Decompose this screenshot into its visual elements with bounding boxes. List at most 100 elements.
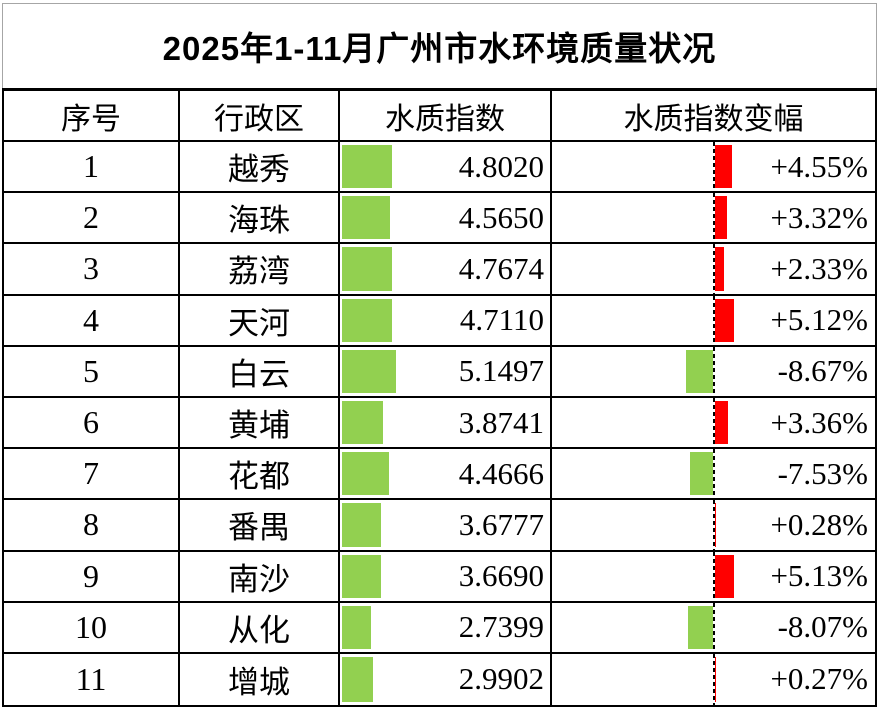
change-axis-line — [713, 653, 715, 706]
wqi-data-bar — [342, 452, 389, 496]
wqi-cell: 2.7399 — [340, 602, 552, 652]
change-value: +3.36% — [770, 404, 868, 440]
wqi-data-bar — [342, 298, 392, 342]
table-row: 5 白云 5.1497 -8.67% — [4, 346, 875, 398]
wqi-cell: 4.7674 — [340, 244, 552, 294]
district-cell: 番禺 — [180, 500, 340, 550]
wqi-data-bar — [342, 196, 390, 240]
data-table: 序号 行政区 水质指数 水质指数变幅 1 越秀 4.8020 +4.55% 2 … — [2, 88, 877, 707]
district-cell: 增城 — [180, 653, 340, 706]
wqi-value: 5.1497 — [458, 353, 544, 389]
change-axis-line — [713, 397, 715, 448]
district-cell: 从化 — [180, 602, 340, 652]
wqi-cell: 3.6777 — [340, 500, 552, 550]
row-number-cell: 4 — [4, 295, 180, 345]
wqi-data-bar — [342, 605, 371, 649]
change-cell: +4.55% — [552, 142, 875, 192]
wqi-value: 4.4666 — [458, 455, 544, 491]
table-row: 4 天河 4.7110 +5.12% — [4, 295, 875, 347]
change-axis-line — [713, 142, 715, 192]
table-row: 9 南沙 3.6690 +5.13% — [4, 551, 875, 603]
report-title: 2025年1-11月广州市水环境质量状况 — [2, 3, 877, 88]
row-number-cell: 2 — [4, 193, 180, 243]
change-axis-line — [713, 346, 715, 396]
wqi-value: 3.6777 — [458, 506, 544, 542]
change-cell: +5.13% — [552, 551, 875, 601]
wqi-value: 3.8741 — [458, 404, 544, 440]
table-row: 1 越秀 4.8020 +4.55% — [4, 142, 875, 194]
change-value: -7.53% — [777, 455, 868, 491]
wqi-value: 4.7674 — [458, 250, 544, 286]
water-quality-report: 2025年1-11月广州市水环境质量状况 序号 行政区 水质指数 水质指数变幅 … — [2, 3, 877, 707]
header-wqi-change: 水质指数变幅 — [623, 102, 804, 136]
wqi-cell: 4.8020 — [340, 142, 552, 192]
district-cell: 越秀 — [180, 142, 340, 192]
wqi-cell: 4.7110 — [340, 295, 552, 345]
wqi-cell: 3.6690 — [340, 551, 552, 601]
table-row: 7 花都 4.4666 -7.53% — [4, 449, 875, 501]
wqi-data-bar — [342, 656, 374, 703]
change-cell: +2.33% — [552, 244, 875, 294]
change-axis-line — [713, 193, 715, 243]
wqi-data-bar — [342, 400, 383, 445]
change-axis-line — [713, 551, 715, 601]
header-index-no: 序号 — [4, 91, 180, 140]
district-cell: 白云 — [180, 346, 340, 396]
row-number-cell: 5 — [4, 346, 180, 396]
wqi-data-bar — [342, 247, 393, 291]
change-cell: +0.27% — [552, 653, 875, 706]
change-value: +5.13% — [770, 558, 868, 594]
district-cell: 南沙 — [180, 551, 340, 601]
change-data-bar — [715, 247, 724, 291]
header-wqi: 水质指数 — [340, 91, 552, 140]
change-data-bar — [686, 349, 713, 393]
row-number-cell: 11 — [4, 653, 180, 706]
change-axis-line — [713, 449, 715, 499]
district-cell: 天河 — [180, 295, 340, 345]
wqi-value: 4.8020 — [458, 148, 544, 184]
change-data-bar — [715, 400, 728, 445]
table-row: 8 番禺 3.6777 +0.28% — [4, 500, 875, 552]
wqi-value: 3.6690 — [458, 558, 544, 594]
table-row: 6 黄埔 3.8741 +3.36% — [4, 397, 875, 450]
row-number-cell: 7 — [4, 449, 180, 499]
row-number-cell: 1 — [4, 142, 180, 192]
change-axis-line — [713, 602, 715, 652]
change-cell: +5.12% — [552, 295, 875, 345]
wqi-value: 4.7110 — [459, 302, 544, 338]
change-data-bar — [689, 452, 713, 496]
change-value: -8.67% — [777, 353, 868, 389]
table-row: 3 荔湾 4.7674 +2.33% — [4, 244, 875, 296]
wqi-cell: 5.1497 — [340, 346, 552, 396]
table-row: 11 增城 2.9902 +0.27% — [4, 653, 875, 706]
wqi-value: 2.9902 — [458, 661, 544, 697]
district-cell: 海珠 — [180, 193, 340, 243]
district-cell: 花都 — [180, 449, 340, 499]
table-body: 1 越秀 4.8020 +4.55% 2 海珠 4.5650 +3.32% 3 … — [4, 142, 875, 706]
wqi-cell: 2.9902 — [340, 653, 552, 706]
table-row: 2 海珠 4.5650 +3.32% — [4, 193, 875, 245]
row-number-cell: 9 — [4, 551, 180, 601]
row-number-cell: 3 — [4, 244, 180, 294]
change-data-bar — [688, 605, 713, 649]
change-value: +3.32% — [770, 199, 868, 235]
change-data-bar — [715, 145, 733, 189]
table-header-row: 序号 行政区 水质指数 水质指数变幅 — [4, 91, 875, 142]
change-data-bar — [715, 554, 735, 598]
wqi-cell: 4.4666 — [340, 449, 552, 499]
district-cell: 黄埔 — [180, 397, 340, 448]
wqi-data-bar — [342, 349, 397, 393]
change-cell: +3.32% — [552, 193, 875, 243]
change-cell: +0.28% — [552, 500, 875, 550]
row-number-cell: 10 — [4, 602, 180, 652]
change-axis-line — [713, 295, 715, 345]
wqi-data-bar — [342, 503, 381, 547]
change-value: +0.28% — [770, 506, 868, 542]
row-number-cell: 8 — [4, 500, 180, 550]
change-data-bar — [715, 503, 717, 547]
change-cell: -7.53% — [552, 449, 875, 499]
change-cell: -8.67% — [552, 346, 875, 396]
change-value: -8.07% — [777, 609, 868, 645]
change-cell: +3.36% — [552, 397, 875, 448]
district-cell: 荔湾 — [180, 244, 340, 294]
